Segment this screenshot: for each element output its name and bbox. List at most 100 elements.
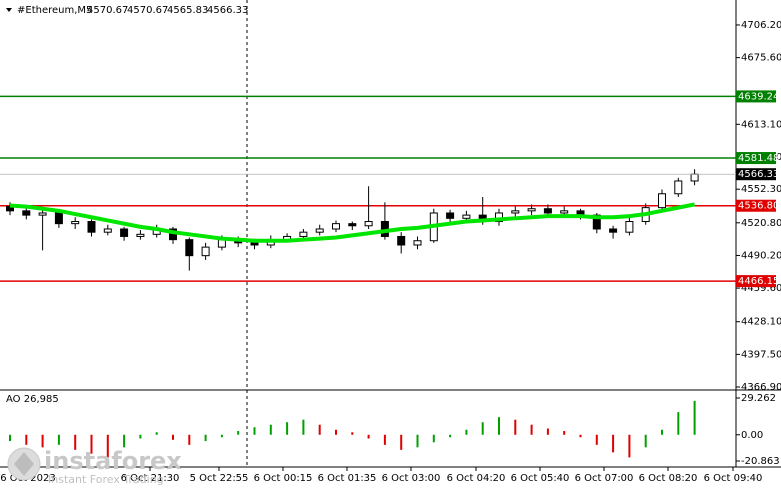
y-tick-label: 4706.20 xyxy=(741,20,781,31)
y-tick-label: 29.262 xyxy=(741,393,776,404)
ao-bar xyxy=(546,428,549,435)
ao-bar xyxy=(41,434,44,448)
moving-average xyxy=(9,202,695,243)
ao-bar xyxy=(57,434,60,445)
level-label-box xyxy=(736,275,776,288)
x-tick-label: 6 Oct 09:40 xyxy=(704,473,763,484)
header-ohlc: 4566.33 xyxy=(207,5,248,16)
y-tick-label: 4613.10 xyxy=(741,119,781,130)
header-ohlc: 4565.83 xyxy=(167,5,208,16)
x-tick-label: 6 Oct 01:35 xyxy=(318,473,377,484)
ao-bar xyxy=(514,419,517,435)
ao-bar xyxy=(677,412,680,435)
ao-bar xyxy=(74,434,77,450)
ao-bar xyxy=(432,434,435,443)
ao-bar xyxy=(106,434,109,458)
candle-body xyxy=(690,173,699,182)
ao-bar xyxy=(416,434,419,448)
ao-bar xyxy=(25,434,28,445)
x-tick-label: 6 Oct 21:30 xyxy=(121,473,180,484)
y-tick-label: 4397.50 xyxy=(741,349,781,360)
candle-body xyxy=(120,228,129,237)
logo-shape xyxy=(14,452,34,476)
y-tick-label: 4428.10 xyxy=(741,317,781,328)
candle-body xyxy=(217,239,226,248)
candle-body xyxy=(103,228,112,233)
level-label: 4639.24 xyxy=(738,91,779,102)
ao-bar xyxy=(351,432,354,435)
candle-body xyxy=(511,210,520,214)
x-tick-label: 6 Oct 08:20 xyxy=(639,473,698,484)
ao-bar xyxy=(644,434,647,448)
candle-body xyxy=(87,221,96,233)
y-tick-label: -20.863 xyxy=(741,456,780,467)
ao-bar xyxy=(612,434,615,453)
indicator-title: AO 26,985 xyxy=(6,394,59,405)
candle-body xyxy=(609,228,618,233)
ao-bar xyxy=(628,434,631,458)
ao-bar xyxy=(188,434,191,445)
x-tick-label: 6 Oct 04:20 xyxy=(447,473,506,484)
ao-bar xyxy=(172,434,174,440)
ao-bar xyxy=(220,434,223,438)
level-label: 4581.48 xyxy=(738,153,779,164)
ao-bar xyxy=(563,431,566,435)
ao-bar xyxy=(465,429,468,435)
candle-body xyxy=(22,210,31,216)
level-label: 4466.15 xyxy=(738,276,779,287)
x-tick-label: 6 Oct 07:00 xyxy=(575,473,634,484)
y-tick-label: 4490.20 xyxy=(741,250,781,261)
candle-body xyxy=(364,221,373,227)
ao-bar xyxy=(318,424,321,435)
candle-body xyxy=(462,214,471,219)
candle-body xyxy=(136,233,145,237)
ao-bar xyxy=(155,432,158,435)
y-tick-label: 4675.60 xyxy=(741,53,781,64)
candle-body xyxy=(446,212,455,219)
symbol-label: #Ethereum,M5 xyxy=(17,5,92,16)
ao-bar xyxy=(204,434,207,442)
ao-bar xyxy=(530,424,533,435)
ao-bar xyxy=(383,434,386,445)
ao-bar xyxy=(90,434,93,454)
candle-body xyxy=(54,212,63,225)
ao-bar xyxy=(693,400,696,435)
candle-body xyxy=(674,180,683,195)
x-tick-label: 6 Oct 03:00 xyxy=(382,473,441,484)
level-label-box xyxy=(736,199,776,212)
ao-bar xyxy=(579,434,582,438)
candle-body xyxy=(299,231,308,237)
candle-body xyxy=(625,221,634,233)
candle-body xyxy=(592,214,601,230)
current-price-box xyxy=(736,168,776,181)
candle-body xyxy=(38,212,47,216)
ao-bar xyxy=(269,424,272,435)
candle-body xyxy=(560,210,569,214)
ao-bar xyxy=(481,422,484,435)
ao-bar xyxy=(400,434,403,450)
ao-bar xyxy=(237,431,240,435)
candle-body xyxy=(658,193,666,209)
y-tick-label: 4366.90 xyxy=(741,382,781,393)
tagline-text: Instant Forex Trading xyxy=(48,473,164,486)
candle-body xyxy=(201,246,210,257)
ao-bar xyxy=(123,434,126,448)
candle-body xyxy=(315,228,324,233)
ao-bar xyxy=(286,422,289,435)
ao-bar xyxy=(595,434,598,445)
x-tick-label: 5 Oct 22:55 xyxy=(190,473,249,484)
ao-bar xyxy=(335,429,337,435)
candle-body xyxy=(332,223,340,230)
candle-body xyxy=(527,208,536,212)
brand-text: instaforex xyxy=(44,447,182,475)
level-label-box xyxy=(736,90,776,103)
y-tick-label: 4459.60 xyxy=(741,283,781,294)
ao-bar xyxy=(9,434,11,442)
ao-bar xyxy=(498,417,500,435)
x-tick-label: 6 Oct 05:40 xyxy=(511,473,570,484)
header-ohlc: 4570.67 xyxy=(87,5,128,16)
candle-body xyxy=(348,223,357,227)
current-price-label: 4566.33 xyxy=(738,169,779,180)
